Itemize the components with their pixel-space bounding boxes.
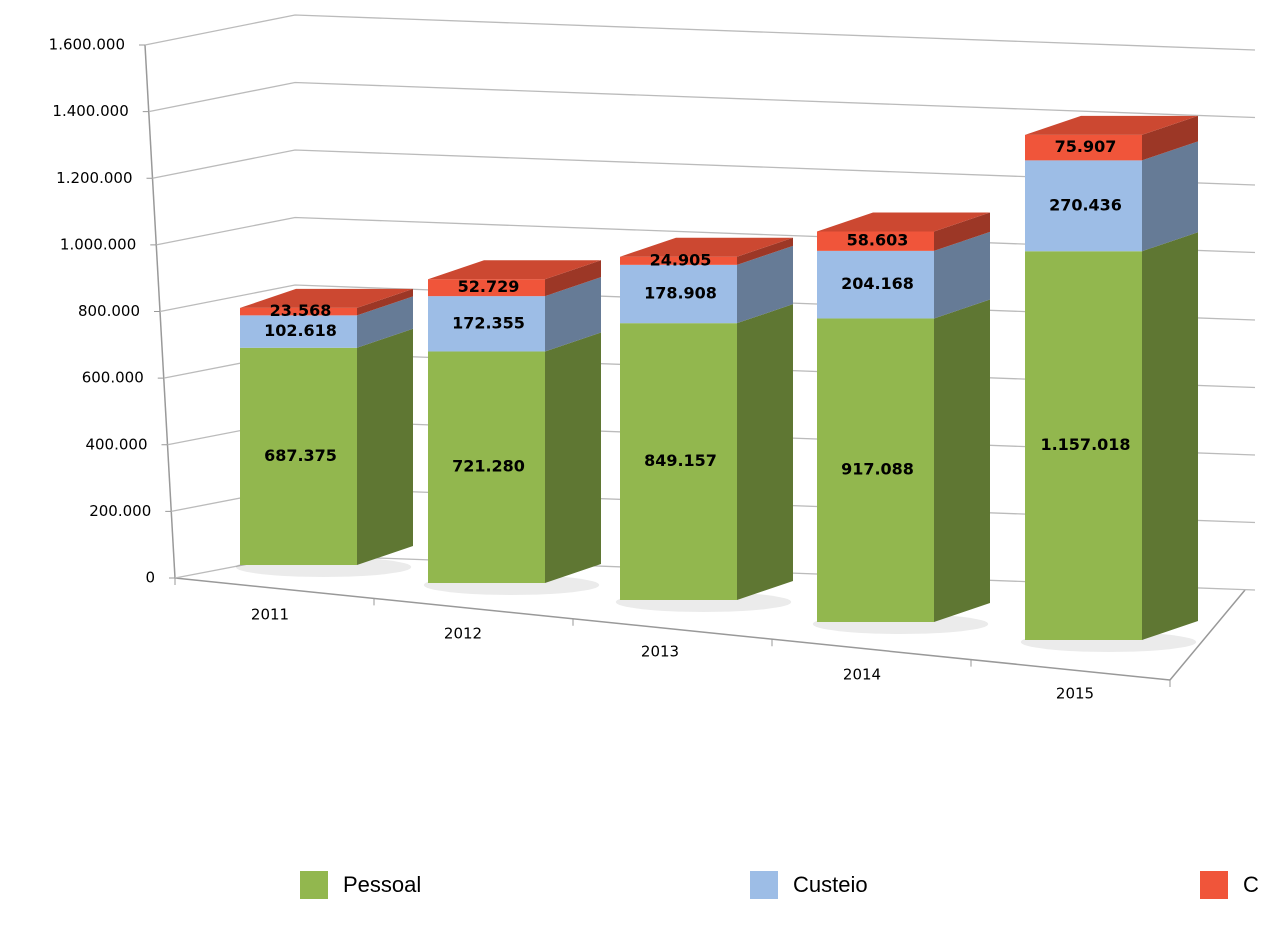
value-label: 75.907 (1055, 137, 1117, 156)
value-label: 23.568 (270, 301, 332, 320)
value-label: 178.908 (644, 284, 717, 303)
bar (240, 307, 357, 316)
bar-side (545, 332, 601, 583)
legend-swatch (300, 871, 328, 899)
value-label: 58.603 (847, 231, 909, 250)
y-tick-label: 1.000.000 (60, 235, 136, 253)
bar-top (620, 237, 793, 257)
legend-swatch (1200, 871, 1228, 899)
bar (428, 279, 545, 297)
grid-line (144, 14, 1256, 51)
bar-side (1142, 141, 1198, 252)
y-tick-label: 600.000 (82, 369, 144, 387)
bar-side (545, 260, 601, 297)
floor-front (174, 577, 1171, 681)
legend-swatch (750, 871, 778, 899)
value-label: 721.280 (452, 457, 525, 476)
bar-side (357, 296, 413, 348)
bar-side (357, 288, 413, 316)
bar (428, 351, 545, 583)
y-tick-label: 400.000 (85, 435, 147, 453)
bar-side (934, 299, 990, 622)
bar (620, 264, 737, 324)
bar-top (428, 260, 601, 280)
bar (240, 315, 357, 348)
value-label: 24.905 (650, 250, 712, 269)
x-tick-label: 2015 (1056, 685, 1094, 703)
value-label: 687.375 (264, 446, 337, 465)
bar (1025, 251, 1142, 641)
bar-top (1025, 115, 1198, 135)
bar (817, 318, 934, 622)
legend-label: Custeio (793, 872, 868, 897)
bar (1025, 134, 1142, 161)
bar (620, 256, 737, 265)
bar (817, 231, 934, 251)
y-tick-label: 1.400.000 (52, 102, 128, 120)
bar (1025, 160, 1142, 252)
bar-side (737, 245, 793, 324)
x-tick-label: 2014 (843, 666, 881, 684)
y-tick-label: 800.000 (78, 302, 140, 320)
value-label: 849.157 (644, 451, 717, 470)
value-label: 270.436 (1049, 195, 1122, 214)
bar (817, 250, 934, 319)
value-label: 172.355 (452, 313, 525, 332)
floor-right (1169, 589, 1246, 681)
legend-label: Pessoal (343, 872, 421, 897)
bar-side (934, 231, 990, 319)
value-label: 204.168 (841, 274, 914, 293)
y-tick-label: 1.200.000 (56, 169, 132, 187)
bar-side (934, 212, 990, 251)
bar-side (1142, 232, 1198, 641)
bar-side (357, 328, 413, 565)
bar (428, 296, 545, 352)
bar (240, 347, 357, 565)
legend-label: C (1243, 872, 1259, 897)
bar (620, 323, 737, 600)
grid-line (152, 149, 1256, 186)
bar-side (545, 277, 601, 352)
x-tick-label: 2011 (251, 606, 289, 624)
bar-top (817, 212, 990, 232)
y-tick-label: 200.000 (89, 502, 151, 520)
bar-side (737, 304, 793, 600)
value-label: 917.088 (841, 460, 914, 479)
value-label: 1.157.018 (1040, 435, 1130, 454)
value-label: 52.729 (458, 277, 520, 296)
y-tick-label: 0 (145, 569, 155, 587)
grid-line (148, 81, 1256, 119)
x-tick-label: 2013 (641, 643, 679, 661)
bar-side (737, 237, 793, 265)
y-tick-label: 1.600.000 (49, 36, 125, 54)
bar-side (1142, 115, 1198, 161)
x-tick-label: 2012 (444, 625, 482, 643)
bar-top (240, 288, 413, 308)
value-label: 102.618 (264, 321, 337, 340)
